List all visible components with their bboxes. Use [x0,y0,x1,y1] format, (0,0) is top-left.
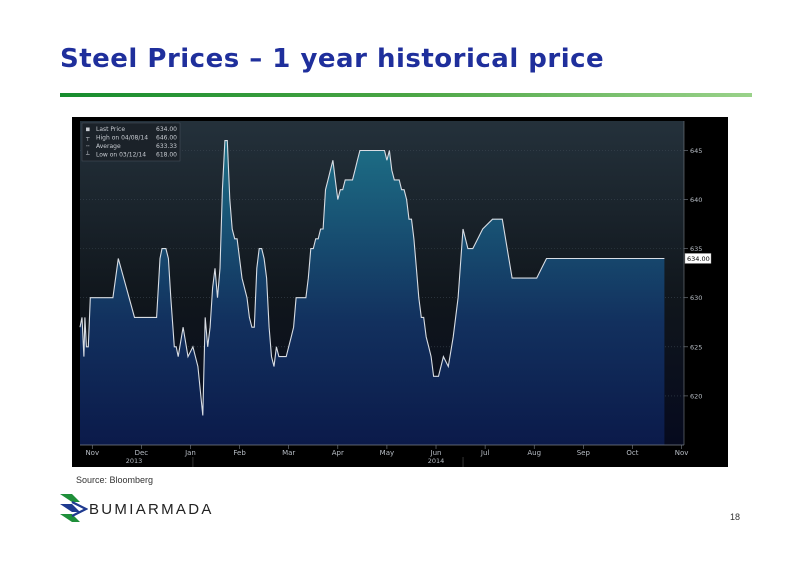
legend-value: 634.00 [156,126,177,133]
legend-label: Average [96,143,121,150]
y-tick-label: 645 [690,147,702,155]
x-tick-label: Aug [527,449,541,457]
legend-value: 618.00 [156,152,177,159]
legend-value: 646.00 [156,135,177,142]
x-tick-label: Jan [184,449,196,457]
y-tick-label: 640 [690,196,702,204]
page-number: 18 [730,512,741,522]
x-tick-label: May [380,449,394,457]
legend-symbol: ┴ [85,151,90,159]
x-tick-label: Apr [332,449,344,457]
brand-name: BUMIARMADA [89,501,214,518]
x-tick-label: Nov [85,449,99,457]
logo-mark-icon [60,494,89,522]
y-tick-label: 630 [690,294,702,302]
last-price-label: 634.00 [687,255,710,263]
x-tick-label: Jul [480,449,490,457]
legend-symbol: ┬ [85,135,90,142]
price-line [79,140,665,416]
legend-symbol: ╌ [86,143,90,150]
x-axis-strip [72,445,728,467]
y-tick-label: 620 [690,392,702,400]
x-tick-label: Jun [430,449,442,457]
title-underline [60,93,752,97]
legend-label: Last Price [96,126,125,133]
price-chart-svg: Nov Dec Jan Feb Mar Apr May Jun Jul Aug Sep Oct Nov 2… [72,121,728,467]
x-year-label: 2014 [428,457,445,465]
x-tick-label: Dec [135,449,149,457]
y-tick-label: 625 [690,343,702,351]
x-tick-label: Nov [675,449,689,457]
y-tick-label: 635 [690,245,702,253]
legend-value: 633.33 [156,143,177,150]
last-price-tag [684,253,712,264]
price-chart: Nov Dec Jan Feb Mar Apr May Jun Jul Aug Sep Oct Nov 2… [72,117,728,467]
legend-label: Low on 03/12/14 [96,152,146,159]
legend-symbol: ■ [86,126,90,133]
company-logo [58,492,89,530]
x-tick-label: Feb [233,449,246,457]
x-tick-label: Sep [577,449,591,457]
page-title: Steel Prices – 1 year historical price [60,44,605,74]
x-year-label: 2013 [126,457,143,465]
legend-label: High on 04/08/14 [96,135,148,142]
price-area [80,140,665,445]
source-note: Source: Bloomberg [76,475,154,485]
x-tick-label: Mar [282,449,295,457]
legend-box [81,122,181,162]
x-tick-label: Oct [626,449,638,457]
